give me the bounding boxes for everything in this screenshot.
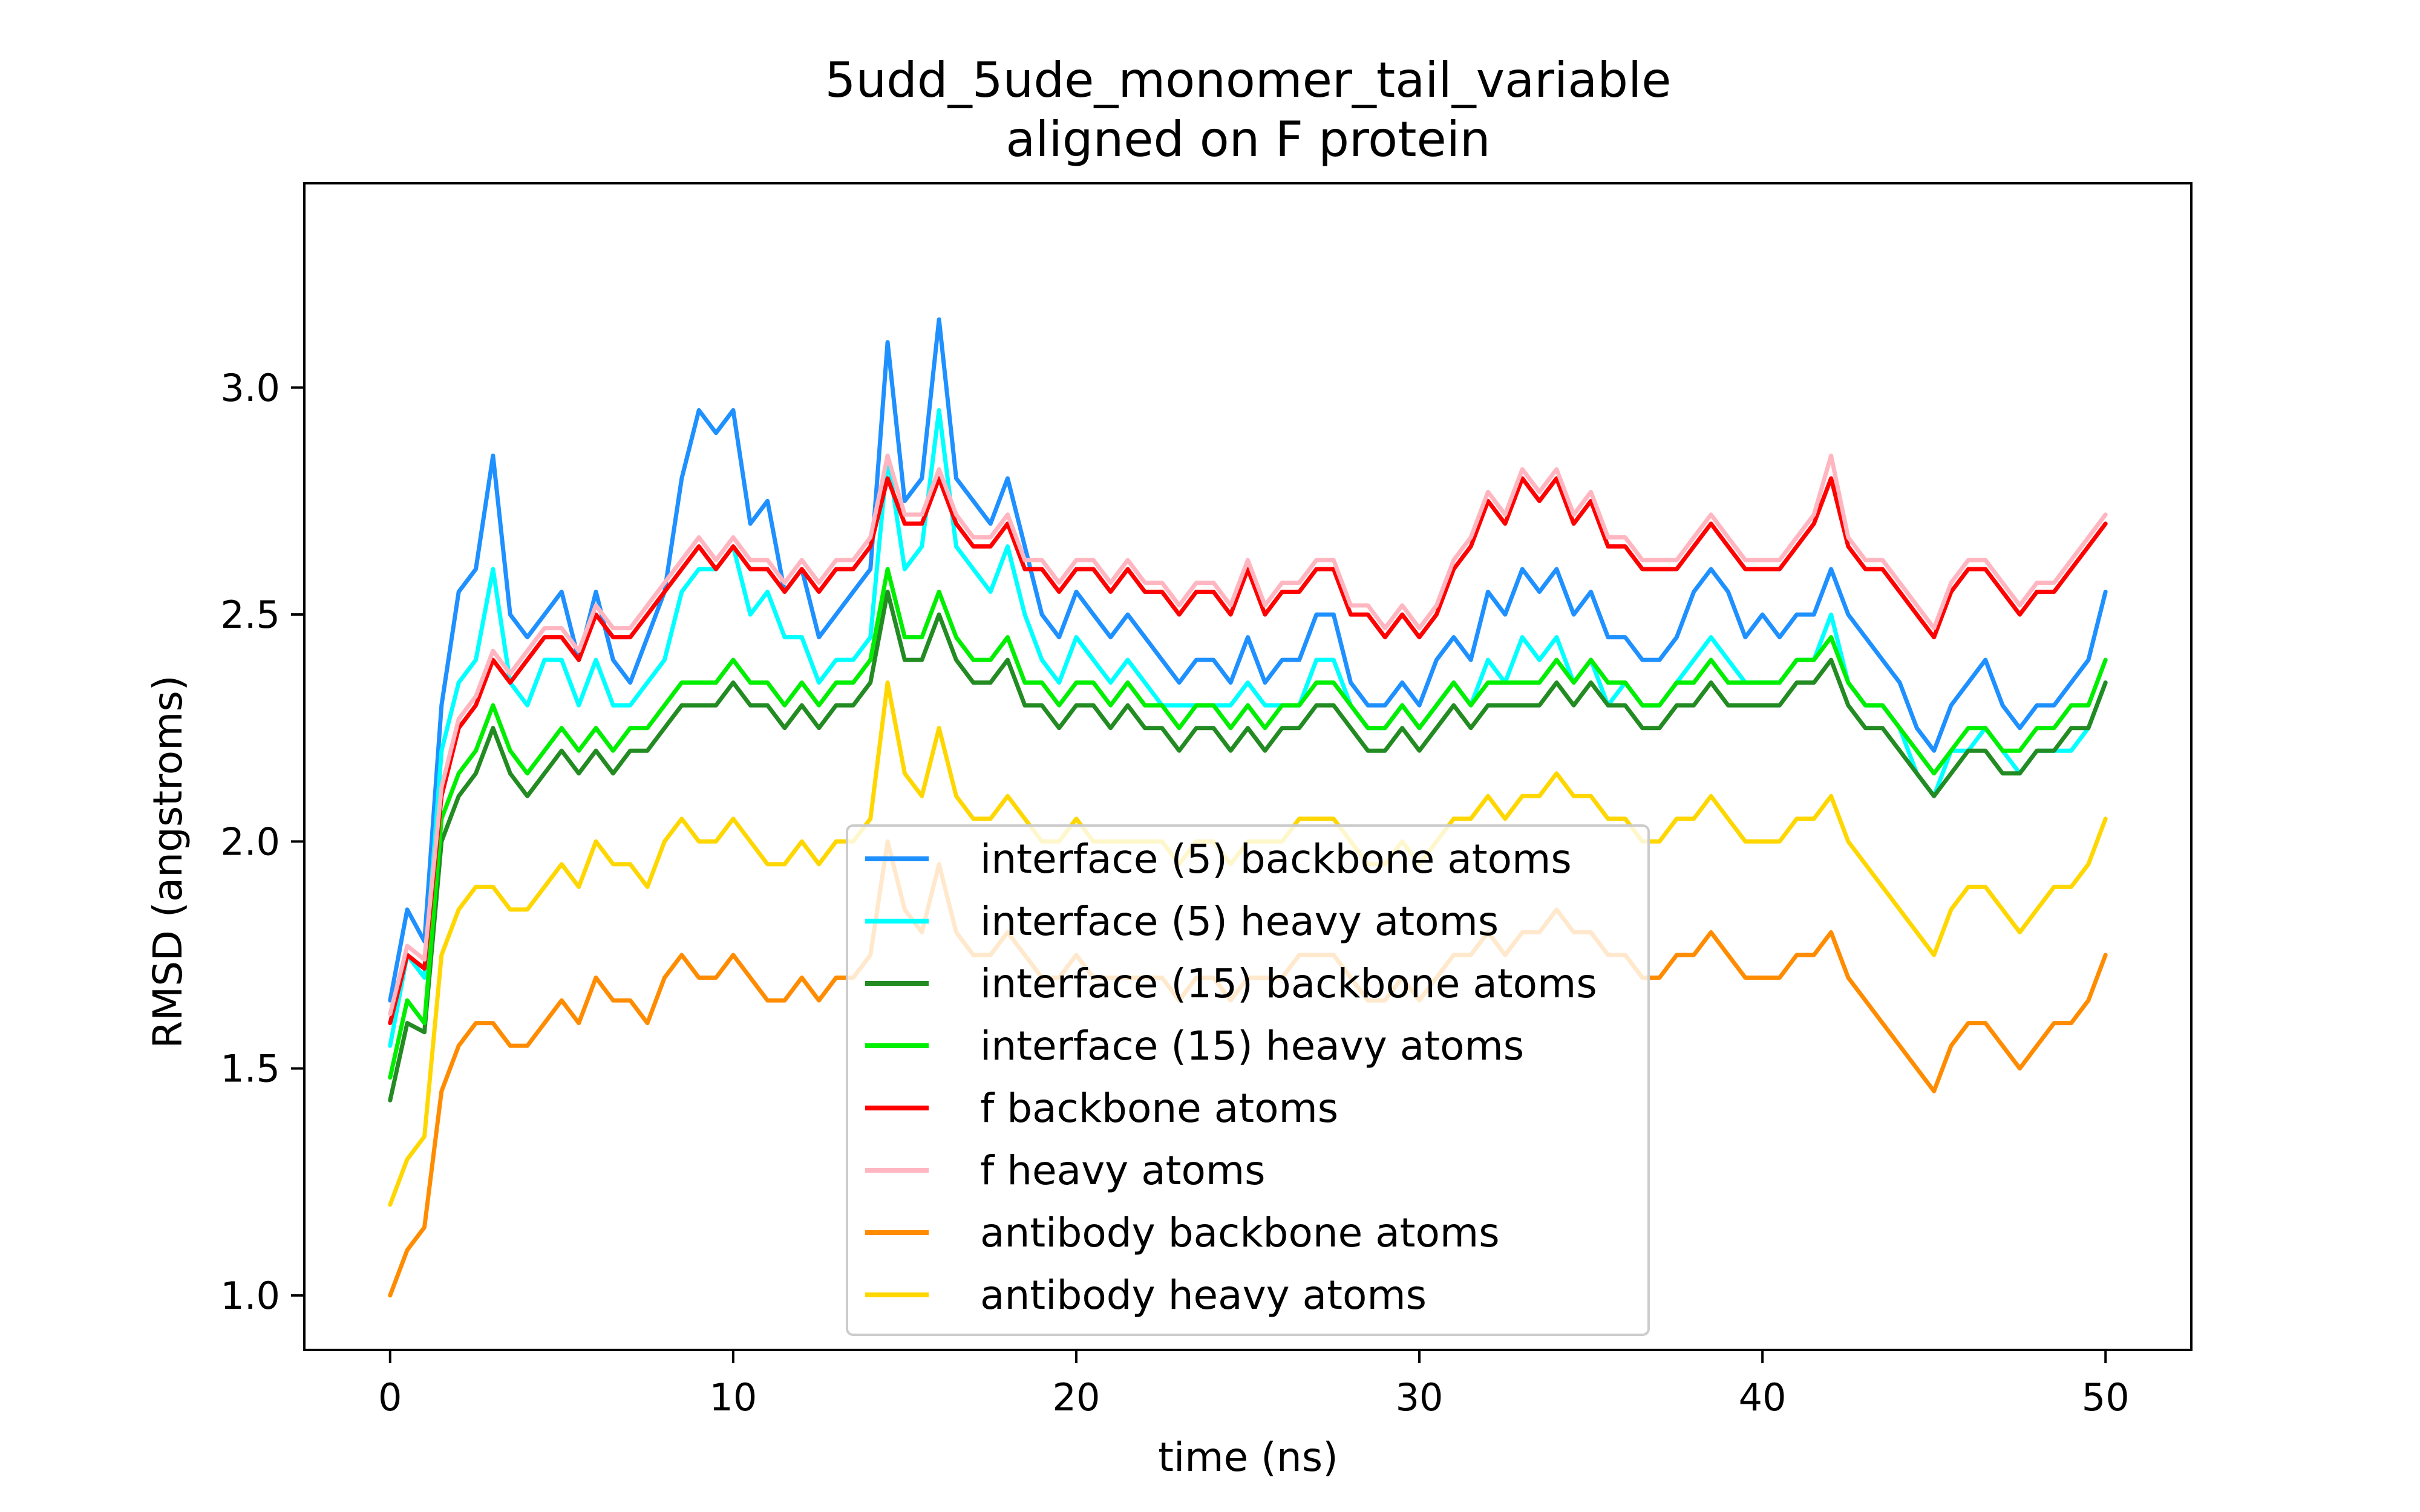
legend: interface (5) backbone atoms interface (5… [846, 824, 1650, 1336]
legend-label-interface-5-heavy-atoms: interface (5) heavy atoms [980, 898, 1499, 945]
chart-subtitle: aligned on F protein [1006, 111, 1490, 168]
plot-area [388, 317, 2108, 1298]
y-tick-label: 2.5 [220, 593, 280, 637]
y-tick-label: 2.0 [220, 820, 280, 864]
x-tick-label: 0 [378, 1375, 402, 1419]
y-axis-label: RMSD (angstroms) [145, 675, 191, 1048]
x-tick-label: 40 [1739, 1375, 1787, 1419]
axes: 0 10 20 30 40 50 1.0 1.5 2.0 2.5 3.0 [220, 182, 2193, 1419]
x-tick-label: 30 [1396, 1375, 1444, 1419]
y-tick-label: 1.5 [220, 1047, 280, 1091]
legend-label-antibody-heavy-atoms: antibody heavy atoms [980, 1272, 1427, 1318]
legend-label-antibody-backbone-atoms: antibody backbone atoms [980, 1210, 1500, 1256]
y-tick-label: 3.0 [220, 366, 280, 410]
legend-label-interface-5-backbone-atoms: interface (5) backbone atoms [980, 836, 1572, 882]
legend-label-interface-15-backbone-atoms: interface (15) backbone atoms [980, 960, 1597, 1007]
plot-frame [303, 182, 2193, 1351]
x-tick-label: 10 [709, 1375, 757, 1419]
series-line-f-heavy-atoms [388, 453, 2108, 1017]
legend-label-interface-15-heavy-atoms: interface (15) heavy atoms [980, 1023, 1524, 1069]
y-tick-label: 1.0 [220, 1274, 280, 1318]
chart-title: 5udd_5ude_monomer_tail_variable [825, 52, 1672, 108]
legend-box [846, 824, 1650, 1336]
series-line-f-backbone-atoms [388, 476, 2108, 1026]
x-axis-label: time (ns) [1158, 1434, 1338, 1481]
x-tick-label: 50 [2082, 1375, 2130, 1419]
legend-label-f-backbone-atoms: f backbone atoms [980, 1085, 1338, 1132]
series-line-interface-5-heavy-atoms [388, 408, 2108, 1048]
legend-label-f-heavy-atoms: f heavy atoms [980, 1147, 1266, 1194]
series-line-interface-15-heavy-atoms [388, 567, 2108, 1080]
series-line-interface-5-backbone-atoms [388, 317, 2108, 1003]
series-line-interface-15-backbone-atoms [388, 590, 2108, 1103]
x-tick-label: 20 [1053, 1375, 1100, 1419]
